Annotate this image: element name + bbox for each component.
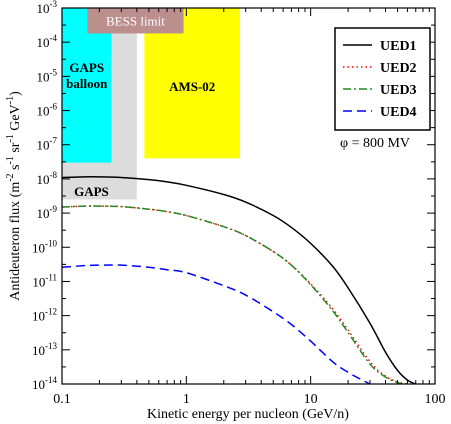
y-tick-label: 10-7	[37, 136, 58, 153]
y-axis-label: Antideuteron flux (m-2 s-1 sr-1 GeV-1)	[5, 91, 23, 301]
y-tick-label: 10-9	[37, 204, 58, 221]
region-bess-limit	[87, 8, 184, 34]
legend-label-ued1: UED1	[380, 39, 417, 54]
legend: UED1 UED2 UED3 UED4	[334, 27, 431, 131]
y-tick-label: 10-14	[32, 375, 57, 392]
legend-label-ued3: UED3	[380, 83, 417, 98]
legend-label-ued4: UED4	[380, 105, 417, 120]
x-tick-label: 0.1	[53, 392, 71, 407]
x-tick-label: 100	[425, 392, 446, 407]
x-tick-label: 10	[304, 392, 318, 407]
y-tick-label: 10-10	[32, 238, 57, 255]
series-line-ued3	[62, 205, 403, 384]
y-tick-label: 10-13	[32, 341, 57, 358]
x-tick-label: 1	[183, 392, 190, 407]
legend-label-ued2: UED2	[380, 61, 417, 76]
series-line-ued4	[62, 264, 371, 384]
y-tick-label: 10-8	[37, 170, 58, 187]
series-lines	[62, 176, 417, 384]
x-axis-label: Kinetic energy per nucleon (GeV/n)	[147, 407, 349, 422]
detector-regions	[62, 8, 240, 200]
y-tick-label: 10-11	[32, 272, 57, 289]
x-tick-labels: 0.1 1 10 100	[53, 392, 445, 407]
axis-ticks	[61, 7, 436, 385]
y-tick-label: 10-6	[37, 102, 58, 119]
y-tick-label: 10-4	[37, 33, 58, 50]
gaps-balloon-label-line2: balloon	[66, 76, 108, 91]
gaps-balloon-label-line1: GAPS	[69, 60, 104, 75]
gaps-label: GAPS	[74, 184, 109, 199]
bess-limit-label: BESS limit	[106, 14, 165, 29]
ams02-label: AMS-02	[169, 79, 215, 94]
region-gaps-balloon	[62, 8, 112, 163]
y-tick-label: 10-5	[37, 67, 58, 84]
y-tick-labels: 10-14 10-13 10-12 10-11 10-10 10-9 10-8 10-7 10-…	[32, 0, 57, 392]
solar-modulation-annotation: φ = 800 MV	[340, 136, 410, 151]
series-line-ued1	[62, 176, 417, 384]
y-tick-label: 10-12	[32, 307, 57, 324]
y-tick-label: 10-3	[37, 0, 58, 16]
series-line-ued2	[62, 205, 408, 384]
